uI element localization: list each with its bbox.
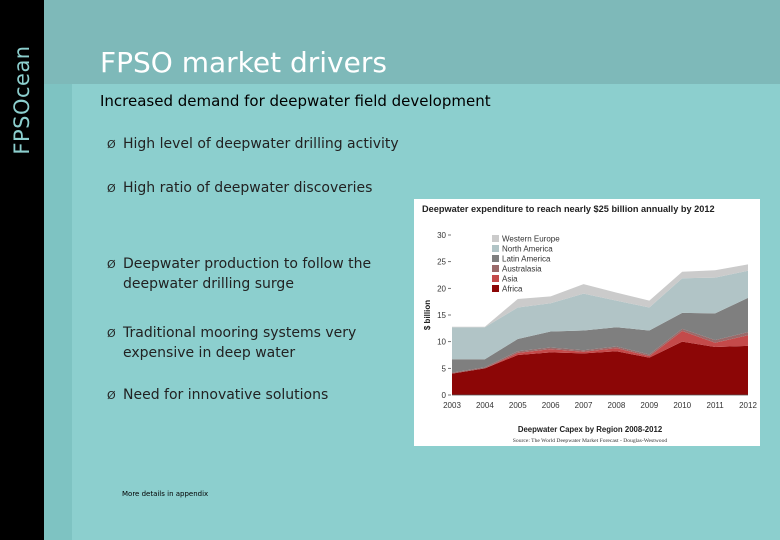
area-africa xyxy=(452,341,748,395)
slide-subtitle: Increased demand for deepwater field dev… xyxy=(100,92,491,110)
y-axis-label: $ billion xyxy=(423,300,432,330)
bullet-text: High level of deepwater drilling activit… xyxy=(123,136,399,152)
legend-label: Latin America xyxy=(502,255,551,264)
bullet-text: Deepwater production to follow the xyxy=(123,256,372,272)
x-tick-label: 2010 xyxy=(673,401,691,410)
legend-swatch xyxy=(492,245,499,252)
bullet-text: expensive in deep water xyxy=(123,345,296,361)
bullet-arrow-icon: Ø xyxy=(107,327,116,340)
legend-swatch xyxy=(492,285,499,292)
chart-caption: Deepwater Capex by Region 2008-2012 xyxy=(518,425,663,434)
legend-label: Australasia xyxy=(502,265,542,274)
y-tick-label: 25 xyxy=(437,258,446,267)
accent-band xyxy=(44,0,72,540)
slide-title: FPSO market drivers xyxy=(100,46,387,79)
area-asia xyxy=(452,331,748,374)
x-tick-label: 2006 xyxy=(542,401,560,410)
bullet-text: deepwater drilling surge xyxy=(123,276,294,292)
fpsocean-logo: FPSOcean xyxy=(10,45,34,155)
legend-swatch xyxy=(492,235,499,242)
bullet-arrow-icon: Ø xyxy=(107,138,116,151)
bullet-item: Ø High ratio of deepwater discoveries xyxy=(107,178,372,199)
y-tick-label: 0 xyxy=(442,391,447,400)
y-tick-label: 20 xyxy=(437,284,446,293)
bullet-arrow-icon: Ø xyxy=(107,258,116,271)
bullet-arrow-icon: Ø xyxy=(107,182,116,195)
bullet-arrow-icon: Ø xyxy=(107,389,116,402)
x-tick-label: 2003 xyxy=(443,401,461,410)
x-tick-label: 2004 xyxy=(476,401,494,410)
deepwater-capex-chart: Deepwater expenditure to reach nearly $2… xyxy=(414,199,760,446)
legend-label: Western Europe xyxy=(502,235,560,244)
legend-label: Africa xyxy=(502,285,523,294)
bullet-text: Need for innovative solutions xyxy=(123,387,329,403)
brand-sidebar xyxy=(0,0,44,540)
bullet-text: Traditional mooring systems very xyxy=(123,325,357,341)
bullet-item: Ø Need for innovative solutions xyxy=(107,385,328,406)
x-tick-label: 2009 xyxy=(640,401,658,410)
x-tick-label: 2012 xyxy=(739,401,757,410)
bullet-item: Ø High level of deepwater drilling activi… xyxy=(107,134,399,155)
title-band xyxy=(44,0,780,84)
x-tick-label: 2005 xyxy=(509,401,527,410)
area-western-europe xyxy=(452,264,748,328)
area-north-america xyxy=(452,270,748,360)
y-tick-label: 10 xyxy=(437,338,446,347)
legend-label: North America xyxy=(502,245,553,254)
y-tick-label: 5 xyxy=(442,364,447,373)
x-tick-label: 2011 xyxy=(707,401,725,410)
y-tick-label: 30 xyxy=(437,231,446,240)
appendix-note: More details in appendix xyxy=(122,490,209,498)
legend-swatch xyxy=(492,275,499,282)
chart-title: Deepwater expenditure to reach nearly $2… xyxy=(422,204,715,214)
area-latin-america xyxy=(452,297,748,373)
legend-label: Asia xyxy=(502,275,518,284)
chart-source: Source: The World Deepwater Market Forec… xyxy=(513,438,668,444)
x-tick-label: 2007 xyxy=(575,401,593,410)
bullet-item: Ø Deepwater production to follow the deepw… xyxy=(107,254,371,294)
y-tick-label: 15 xyxy=(437,311,446,320)
legend-swatch xyxy=(492,255,499,262)
x-tick-label: 2008 xyxy=(608,401,626,410)
legend-swatch xyxy=(492,265,499,272)
bullet-item: Ø Traditional mooring systems very expensi… xyxy=(107,323,356,363)
chart-svg: Deepwater expenditure to reach nearly $2… xyxy=(422,204,757,444)
bullet-text: High ratio of deepwater discoveries xyxy=(123,180,373,196)
